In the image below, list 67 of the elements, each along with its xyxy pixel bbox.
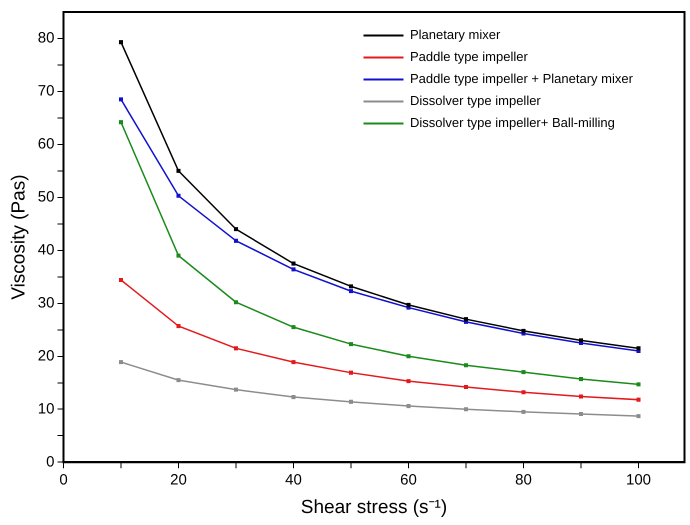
point <box>636 398 641 402</box>
point <box>578 377 584 382</box>
point <box>464 384 468 390</box>
point <box>636 382 641 386</box>
point <box>291 262 296 266</box>
y-tick-label: 0 <box>46 453 54 470</box>
point <box>118 97 124 102</box>
point <box>291 395 296 400</box>
y-tick-label: 40 <box>38 241 54 258</box>
point <box>234 238 238 243</box>
y-tick-label: 30 <box>38 294 54 312</box>
point <box>234 227 238 232</box>
point <box>578 338 584 342</box>
point <box>118 360 124 364</box>
point <box>578 394 584 399</box>
point <box>406 404 411 408</box>
point <box>176 168 181 173</box>
legend-label: Dissolver type impeller <box>410 93 542 108</box>
point <box>406 302 411 307</box>
point <box>291 267 296 272</box>
point <box>291 360 296 364</box>
point <box>464 317 468 322</box>
point <box>348 289 354 294</box>
point <box>118 40 124 44</box>
x-tick-label: 0 <box>59 471 68 488</box>
point <box>406 379 411 384</box>
y-tick-label: 70 <box>38 82 54 100</box>
y-tick-label: 80 <box>38 30 54 47</box>
legend-label: Planetary mixer <box>410 27 501 42</box>
x-tick-label: 100 <box>626 471 652 488</box>
point <box>464 363 468 368</box>
point <box>348 342 354 346</box>
legend-label: Dissolver type impeller+ Ball-milling <box>410 115 615 130</box>
point <box>176 324 181 328</box>
point <box>348 400 354 404</box>
legend-label: Paddle type impeller + Planetary mixer <box>410 71 634 86</box>
point <box>176 194 181 198</box>
point <box>348 370 354 375</box>
point <box>234 300 238 304</box>
y-tick-label: 60 <box>38 136 54 153</box>
x-tick-label: 60 <box>400 471 417 488</box>
y-tick-label: 10 <box>38 400 54 418</box>
point <box>521 370 526 374</box>
point <box>521 410 526 414</box>
point <box>234 388 238 392</box>
point <box>578 412 584 416</box>
point <box>464 407 468 412</box>
x-tick-label: 80 <box>515 471 532 488</box>
point <box>176 254 181 258</box>
point <box>348 284 354 288</box>
point <box>406 354 411 358</box>
point <box>176 378 181 382</box>
y-tick-label: 20 <box>38 347 54 364</box>
x-axis-title: Shear stress (s⁻¹) <box>300 496 448 518</box>
point <box>291 325 296 330</box>
legend-label: Paddle type impeller <box>410 49 528 64</box>
point <box>636 346 641 350</box>
point <box>118 278 124 282</box>
point <box>521 328 526 333</box>
y-tick-label: 50 <box>38 188 54 206</box>
y-axis-title: Viscosity (Pas) <box>8 174 30 300</box>
point <box>234 346 238 350</box>
point <box>521 390 526 394</box>
x-tick-label: 20 <box>170 471 187 488</box>
x-tick-label: 40 <box>285 471 302 488</box>
point <box>636 414 641 418</box>
point <box>118 120 124 124</box>
